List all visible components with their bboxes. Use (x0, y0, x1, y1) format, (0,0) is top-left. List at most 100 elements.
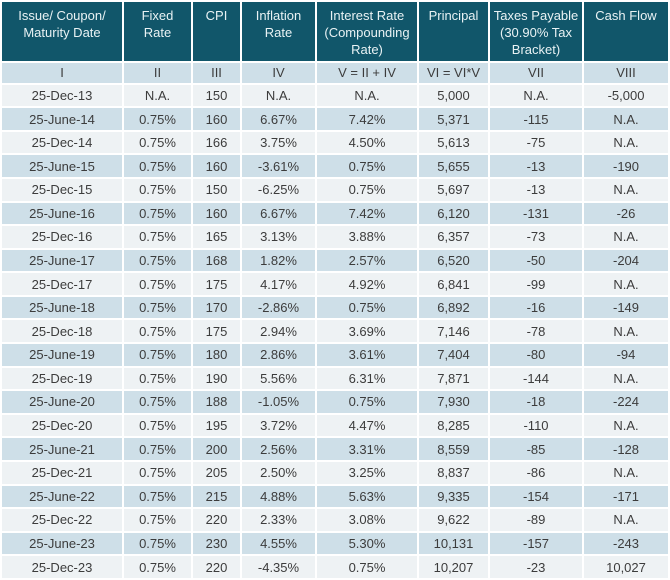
cell-fixed-rate: 0.75% (124, 296, 191, 319)
column-header-principal: Principal (419, 2, 488, 61)
cell-principal: 6,841 (419, 273, 488, 295)
cell-principal: 9,622 (419, 509, 488, 531)
cell-cash-flow: N.A. (584, 509, 668, 531)
cell-interest-rate: 6.31% (317, 367, 417, 390)
cell-fixed-rate: 0.75% (124, 367, 191, 390)
cell-interest-rate: 0.75% (317, 556, 417, 578)
table-row: 25-June-21 0.75% 200 2.56% 3.31% 8,559 -85 -128 (2, 438, 668, 460)
cell-fixed-rate: 0.75% (124, 155, 191, 177)
cell-date: 25-June-19 (2, 344, 122, 366)
cell-interest-rate: 4.47% (317, 414, 417, 437)
cell-cash-flow: 10,027 (584, 556, 668, 578)
cell-cash-flow: -94 (584, 344, 668, 366)
column-header-date: Issue/ Coupon/ Maturity Date (2, 2, 122, 61)
cell-cash-flow: -190 (584, 155, 668, 177)
cell-inflation-rate: 2.86% (242, 344, 315, 366)
cell-cash-flow: N.A. (584, 414, 668, 437)
header-row: Issue/ Coupon/ Maturity Date Fixed Rate CP… (2, 2, 668, 61)
cell-inflation-rate: 3.13% (242, 226, 315, 248)
column-header-interest-rate: Interest Rate (Compounding Rate) (317, 2, 417, 61)
cell-taxes-payable: -86 (490, 461, 582, 484)
cell-date: 25-Dec-16 (2, 226, 122, 248)
cell-interest-rate: 4.92% (317, 273, 417, 295)
cell-interest-rate: 3.69% (317, 320, 417, 343)
cell-cash-flow: N.A. (584, 226, 668, 248)
cell-taxes-payable: -23 (490, 556, 582, 578)
cell-date: 25-June-17 (2, 249, 122, 272)
table-row: 25-June-18 0.75% 170 -2.86% 0.75% 6,892 -16 -14… (2, 296, 668, 319)
cell-cash-flow: VIII (584, 62, 668, 83)
cell-interest-rate: 0.75% (317, 178, 417, 201)
cell-cash-flow: -204 (584, 249, 668, 272)
cell-inflation-rate: -6.25% (242, 178, 315, 201)
column-header-fixed-rate: Fixed Rate (124, 2, 191, 61)
cell-interest-rate: 0.75% (317, 296, 417, 319)
cell-inflation-rate: 6.67% (242, 108, 315, 130)
cell-date: 25-Dec-14 (2, 131, 122, 154)
cell-fixed-rate: 0.75% (124, 226, 191, 248)
cell-fixed-rate: 0.75% (124, 320, 191, 343)
cell-cpi: 175 (193, 320, 240, 343)
cell-inflation-rate: -2.86% (242, 296, 315, 319)
table-row: 25-Dec-15 0.75% 150 -6.25% 0.75% 5,697 -13 N.A. (2, 178, 668, 201)
cell-fixed-rate: N.A. (124, 84, 191, 107)
cell-taxes-payable: -13 (490, 178, 582, 201)
table-body: I II III IV V = II + IV VI = VI*V VII VIII 25-De… (2, 62, 668, 578)
cell-fixed-rate: 0.75% (124, 414, 191, 437)
cell-principal: 5,371 (419, 108, 488, 130)
cell-taxes-payable: -13 (490, 155, 582, 177)
cell-cpi: 160 (193, 155, 240, 177)
cell-cpi: 230 (193, 532, 240, 555)
cell-fixed-rate: 0.75% (124, 131, 191, 154)
cell-principal: 6,520 (419, 249, 488, 272)
cell-cash-flow: N.A. (584, 461, 668, 484)
cell-date: 25-June-22 (2, 485, 122, 508)
cell-date: 25-June-23 (2, 532, 122, 555)
cell-principal: 7,930 (419, 391, 488, 413)
cell-cash-flow: N.A. (584, 273, 668, 295)
cell-interest-rate: 2.57% (317, 249, 417, 272)
cell-interest-rate: 3.25% (317, 461, 417, 484)
cell-cpi: 150 (193, 84, 240, 107)
cell-interest-rate: 0.75% (317, 155, 417, 177)
cell-cash-flow: N.A. (584, 178, 668, 201)
cell-fixed-rate: 0.75% (124, 509, 191, 531)
numeral-row: I II III IV V = II + IV VI = VI*V VII VIII (2, 62, 668, 83)
column-header-inflation-rate: Inflation Rate (242, 2, 315, 61)
cell-cash-flow: -243 (584, 532, 668, 555)
cell-taxes-payable: -80 (490, 344, 582, 366)
cell-fixed-rate: 0.75% (124, 391, 191, 413)
cell-date: 25-June-21 (2, 438, 122, 460)
cell-principal: 5,697 (419, 178, 488, 201)
cell-principal: 5,613 (419, 131, 488, 154)
cell-cpi: 215 (193, 485, 240, 508)
table-row: 25-Dec-17 0.75% 175 4.17% 4.92% 6,841 -99 N.A. (2, 273, 668, 295)
cell-fixed-rate: II (124, 62, 191, 83)
cell-inflation-rate: 2.50% (242, 461, 315, 484)
cell-inflation-rate: 3.72% (242, 414, 315, 437)
cell-inflation-rate: 6.67% (242, 202, 315, 225)
cell-date: 25-June-14 (2, 108, 122, 130)
cell-fixed-rate: 0.75% (124, 556, 191, 578)
cell-interest-rate: N.A. (317, 84, 417, 107)
cell-cash-flow: -171 (584, 485, 668, 508)
cell-inflation-rate: 4.55% (242, 532, 315, 555)
cell-date: 25-Dec-15 (2, 178, 122, 201)
table-row: 25-Dec-21 0.75% 205 2.50% 3.25% 8,837 -86 N.A. (2, 461, 668, 484)
cell-inflation-rate: 1.82% (242, 249, 315, 272)
column-header-taxes-payable: Taxes Payable (30.90% Tax Bracket) (490, 2, 582, 61)
table-row: 25-June-16 0.75% 160 6.67% 7.42% 6,120 -131 -26 (2, 202, 668, 225)
cell-fixed-rate: 0.75% (124, 344, 191, 366)
cell-interest-rate: 4.50% (317, 131, 417, 154)
table-row: 25-June-20 0.75% 188 -1.05% 0.75% 7,930 -18 -22… (2, 391, 668, 413)
table-row: 25-June-15 0.75% 160 -3.61% 0.75% 5,655 -13 -19… (2, 155, 668, 177)
cell-inflation-rate: -1.05% (242, 391, 315, 413)
cell-inflation-rate: -3.61% (242, 155, 315, 177)
cell-taxes-payable: -75 (490, 131, 582, 154)
cell-principal: VI = VI*V (419, 62, 488, 83)
cell-interest-rate: V = II + IV (317, 62, 417, 83)
table-row: 25-Dec-18 0.75% 175 2.94% 3.69% 7,146 -78 N.A. (2, 320, 668, 343)
table-row: 25-Dec-23 0.75% 220 -4.35% 0.75% 10,207 -23 10,… (2, 556, 668, 578)
table-row: 25-Dec-13 N.A. 150 N.A. N.A. 5,000 N.A. -5,000 (2, 84, 668, 107)
